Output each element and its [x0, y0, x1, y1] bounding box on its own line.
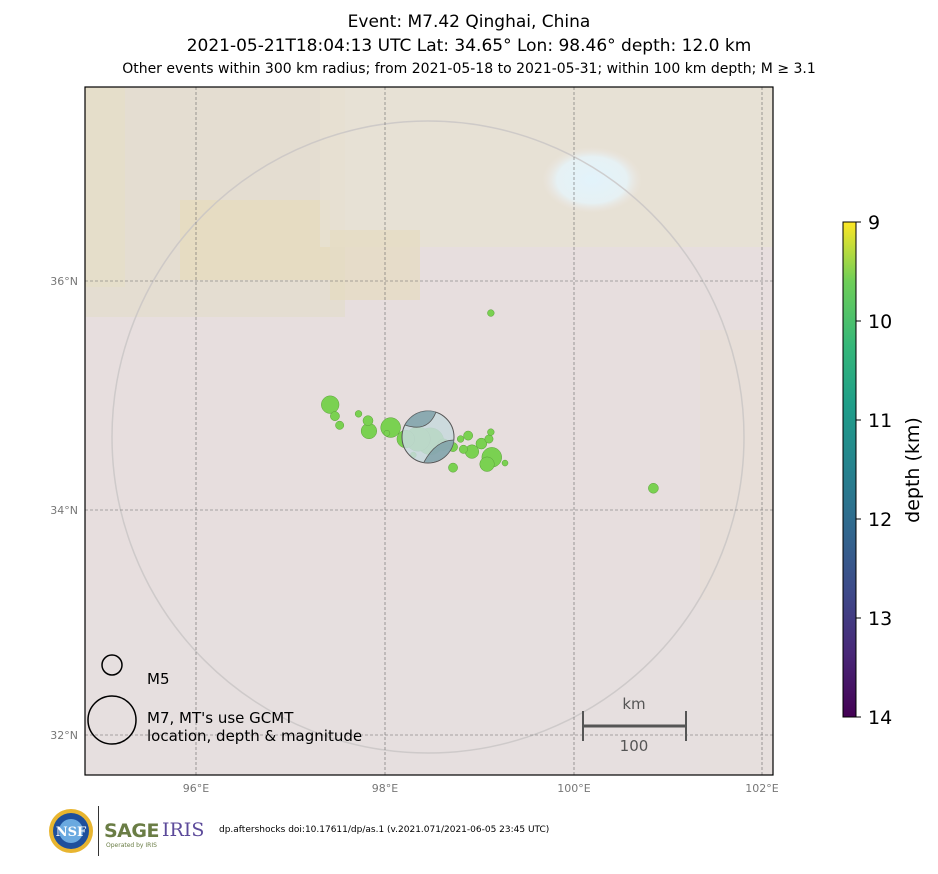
aftershock-point [459, 444, 468, 454]
legend-large-circle-icon [87, 695, 137, 745]
legend-large-label-line1: M7, MT's use GCMT [147, 709, 294, 727]
aftershock-point [456, 435, 465, 443]
colorbar-tick: 13 [868, 608, 892, 630]
depth-colorbar: 9 10 11 12 13 14 depth (km) [842, 212, 924, 729]
lon-tick-label: 100°E [557, 782, 590, 795]
aftershock-point [380, 417, 401, 438]
mainshock-beachball-icon [401, 410, 455, 464]
logo-divider [98, 806, 99, 856]
aftershock-point [321, 395, 340, 414]
colorbar-tick: 14 [868, 707, 892, 729]
lake-icon [542, 147, 642, 213]
aftershock-point [487, 428, 495, 436]
lon-tick-label: 96°E [183, 782, 209, 795]
basemap [85, 87, 773, 775]
colorbar-label: depth (km) [902, 417, 924, 523]
aftershock-point [475, 437, 488, 450]
scale-bar-unit: km [622, 695, 645, 713]
lat-tick-label: 32°N [50, 729, 78, 742]
svg-text:NSF: NSF [56, 825, 87, 840]
colorbar-tick: 10 [868, 311, 892, 333]
colorbar-tick: 12 [868, 509, 892, 531]
aftershock-point [354, 410, 363, 418]
legend-small-label: M5 [147, 670, 170, 688]
radius-circle [111, 120, 745, 754]
magnitude-legend: M5 M7, MT's use GCMT location, depth & m… [87, 654, 362, 745]
colorbar-tick: 9 [868, 212, 880, 234]
aftershock-point [648, 482, 659, 494]
lat-tick-label: 34°N [50, 504, 78, 517]
legend-large-label-line2: location, depth & magnitude [147, 727, 362, 745]
aftershock-point [501, 459, 509, 467]
aftershock-point [484, 434, 494, 444]
lat-tick-label: 36°N [50, 275, 78, 288]
map-title: Event: M7.42 Qinghai, China [347, 12, 591, 32]
scale-bar: km 100 [582, 695, 687, 755]
aftershock-point [383, 430, 391, 437]
nsf-logo-icon: NSF [48, 808, 94, 854]
map-frame [84, 86, 774, 776]
legend-small-circle-icon [101, 654, 123, 676]
aftershock-point [479, 456, 495, 472]
aftershock-point [463, 430, 474, 441]
iris-logo-icon: IRIS [162, 819, 205, 841]
lon-tick-label: 98°E [372, 782, 398, 795]
aftershock-point [330, 411, 340, 421]
aftershock-point [448, 462, 458, 473]
sage-logo-icon: SAGE [104, 820, 159, 842]
citation-text: dp.aftershocks doi:10.17611/dp/as.1 (v.2… [219, 825, 550, 835]
lon-tick-label: 102°E [745, 782, 778, 795]
event-details: 2021-05-21T18:04:13 UTC Lat: 34.65° Lon:… [186, 36, 752, 56]
aftershock-point [335, 420, 345, 430]
aftershock-point [362, 415, 374, 426]
scale-bar-value: 100 [620, 737, 649, 755]
operated-by-logo-icon: Operated by IRIS [106, 842, 157, 849]
colorbar-tick: 11 [868, 410, 892, 432]
query-description: Other events within 300 km radius; from … [122, 61, 816, 77]
aftershock-point [487, 309, 495, 317]
